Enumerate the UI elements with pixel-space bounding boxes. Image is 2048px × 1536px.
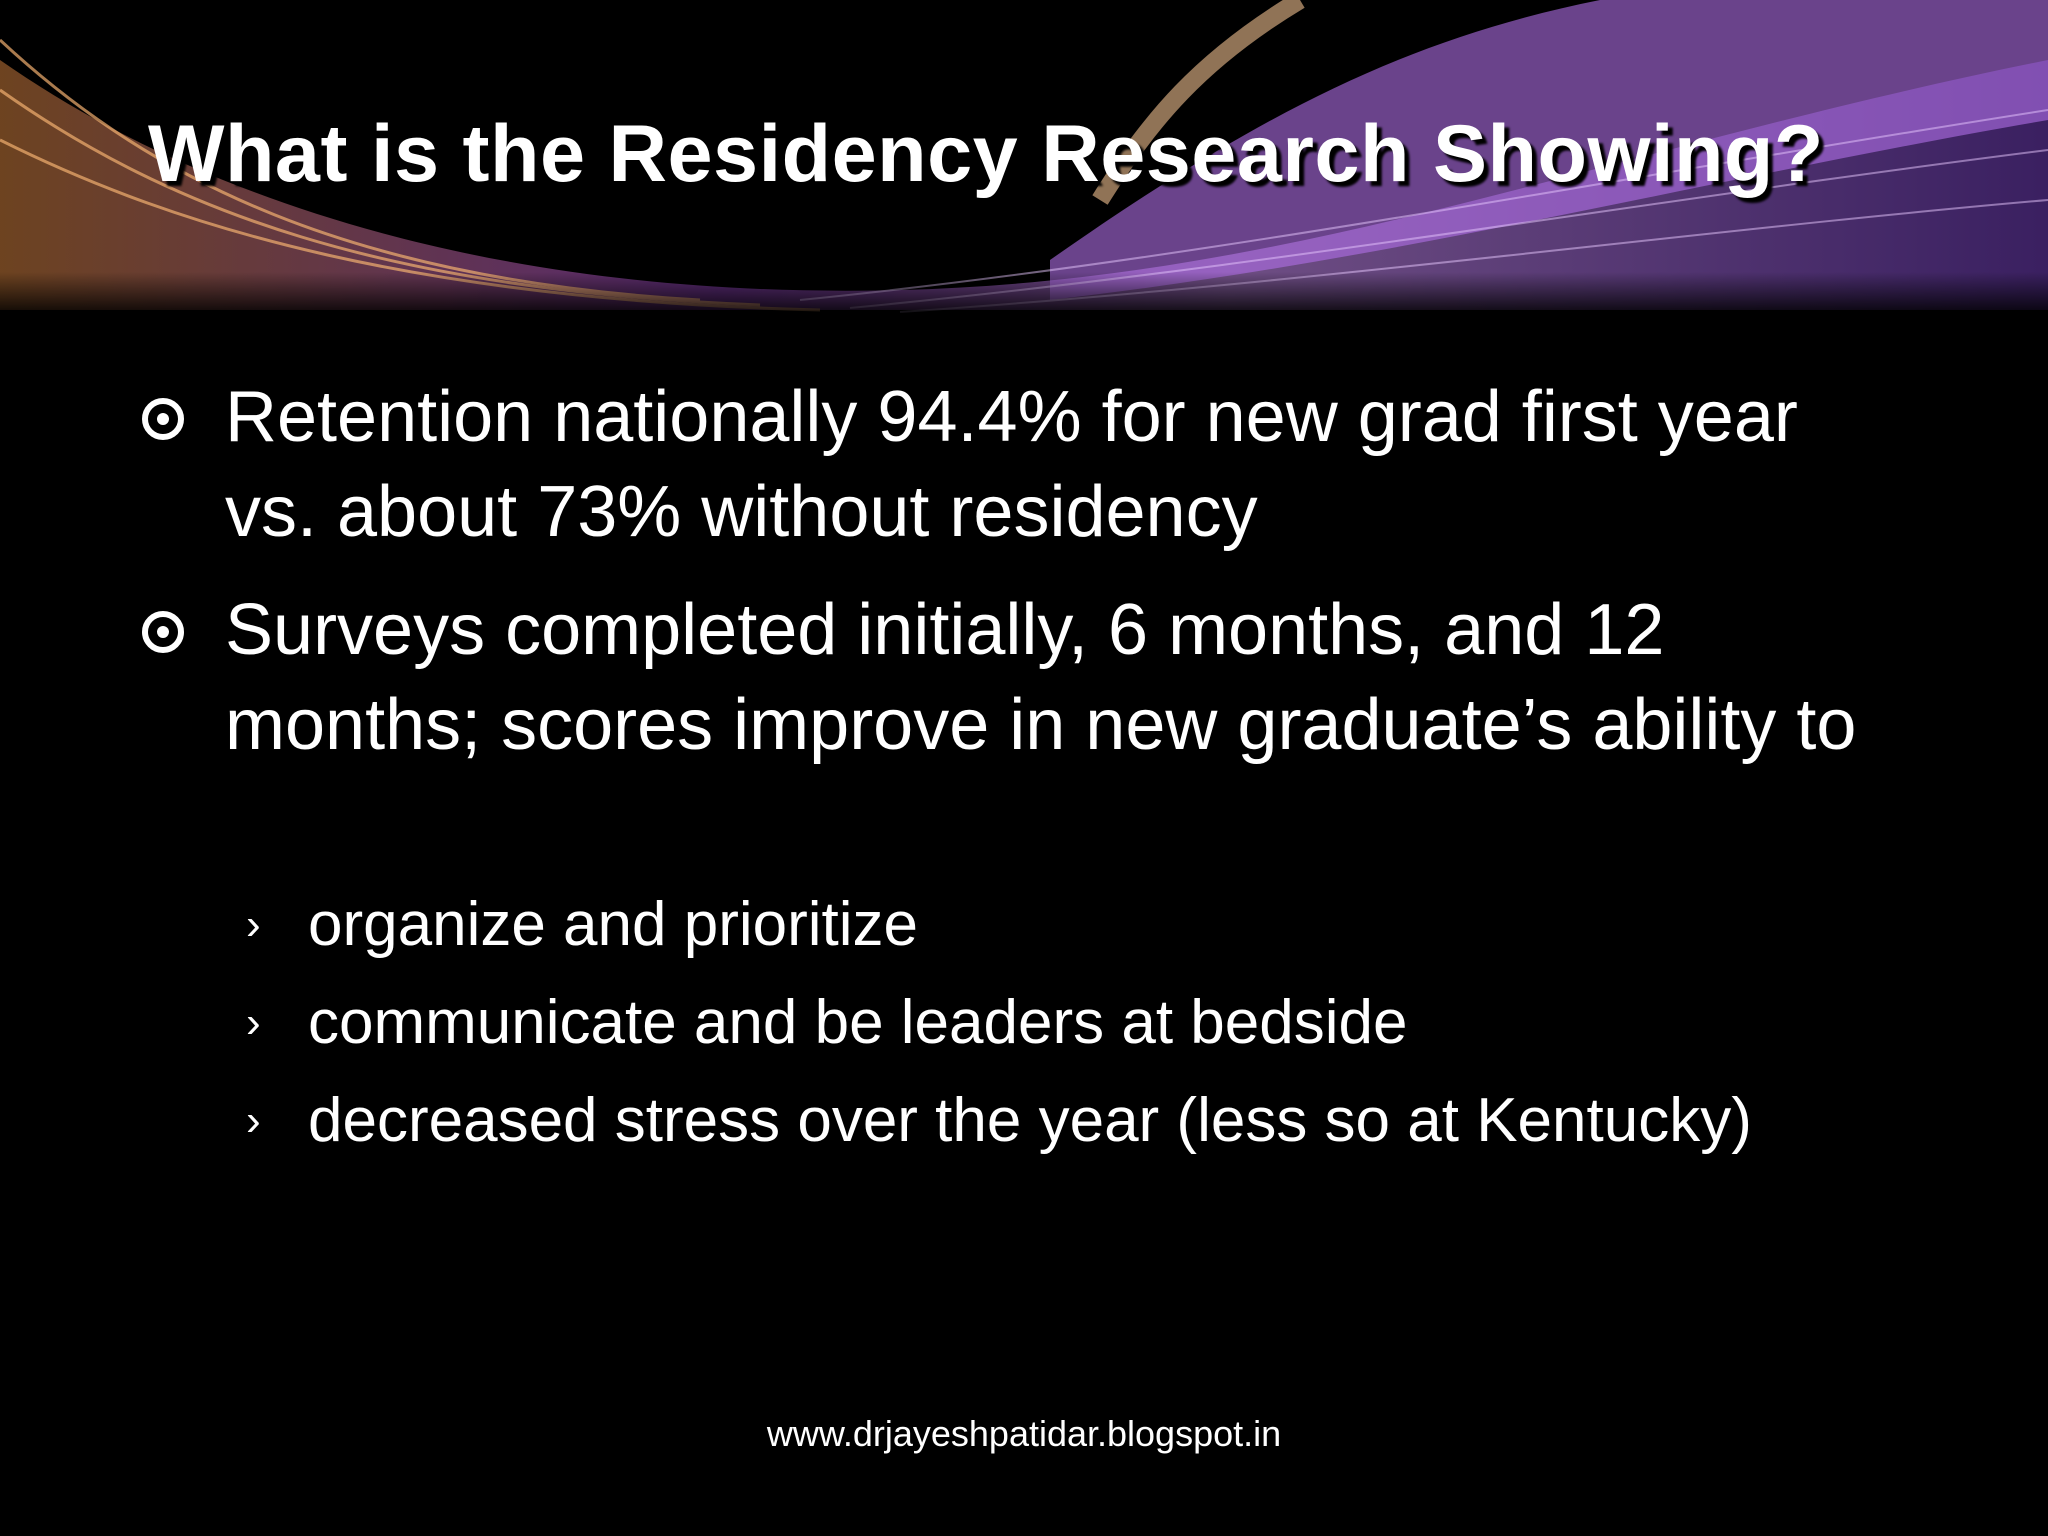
sub-bullet-text: communicate and be leaders at bedside — [308, 988, 1408, 1057]
chevron: › — [246, 900, 261, 949]
bullet: Retention nationally 94.4% for new grad … — [142, 370, 1865, 560]
bullet: Surveys completed initially, 6 months, a… — [142, 583, 1865, 773]
header-art — [0, 0, 2048, 320]
sub-bullet: › decreased stress over the year (less so… — [246, 1086, 1752, 1156]
bullet-icon — [142, 611, 184, 653]
chevron: › — [246, 1096, 261, 1145]
sub-bullet-text: decreased stress over the year (less so … — [308, 1086, 1752, 1155]
sub-bullet: › communicate and be leaders at bedside — [246, 988, 1408, 1058]
sub-bullet: › organize and prioritize — [246, 890, 919, 960]
bullet-icon — [142, 398, 184, 440]
bullet-text: Retention nationally 94.4% for new grad … — [225, 377, 1798, 552]
sub-bullet-text: organize and prioritize — [308, 890, 919, 959]
bullet-text: Surveys completed initially, 6 months, a… — [225, 590, 1857, 765]
slide-title: What is the Residency Research Showing? — [148, 109, 1824, 199]
footer: www.drjayeshpatidar.blogspot.in — [766, 1413, 1282, 1454]
chevron: › — [246, 998, 261, 1047]
